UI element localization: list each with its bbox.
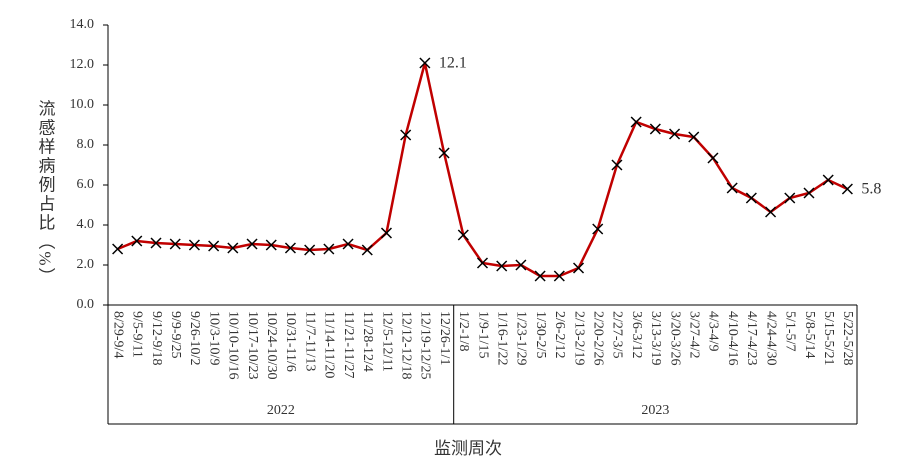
point-marker <box>131 235 143 247</box>
x-axis-label: 监测周次 <box>434 439 502 458</box>
x-tick-label: 12/12-12/18 <box>398 311 413 379</box>
point-marker <box>726 182 738 194</box>
point-marker <box>745 192 757 204</box>
x-tick-label: 10/3-10/9 <box>206 311 221 365</box>
point-marker <box>380 227 393 239</box>
x-tick-label: 10/24-10/30 <box>264 311 279 379</box>
point-marker <box>304 244 316 256</box>
point-marker <box>669 128 681 140</box>
x-tick-label: 3/13-3/19 <box>648 311 663 365</box>
point-marker <box>457 229 469 241</box>
y-tick-label: 8.0 <box>77 137 95 152</box>
point-marker <box>361 244 373 256</box>
x-tick-label: 1/2-1/8 <box>456 311 471 351</box>
x-tick-label: 5/22-5/28 <box>840 311 855 365</box>
x-group-label: 2022 <box>267 403 295 418</box>
point-marker <box>592 223 604 235</box>
point-marker <box>515 259 527 271</box>
x-tick-label: 12/5-12/11 <box>379 311 394 372</box>
point-marker <box>553 270 565 282</box>
x-tick-label: 4/24-4/30 <box>763 311 778 365</box>
point-marker <box>803 187 815 199</box>
point-marker <box>438 147 450 159</box>
point-marker <box>784 192 796 204</box>
point-marker <box>150 237 162 249</box>
x-tick-label: 11/21-11/27 <box>341 311 356 378</box>
x-tick-label: 12/19-12/25 <box>418 311 433 379</box>
series-line <box>117 62 848 278</box>
x-tick-label: 5/1-5/7 <box>783 311 798 351</box>
point-marker <box>169 238 181 250</box>
x-tick-label: 2/27-3/5 <box>610 311 625 358</box>
point-marker <box>342 238 354 250</box>
x-tick-label: 11/14-11/20 <box>322 311 337 378</box>
x-tick-label: 3/6-3/12 <box>629 311 644 358</box>
x-tick-label: 2/6-2/12 <box>552 311 567 358</box>
point-marker <box>707 152 719 164</box>
x-tick-label: 1/23-1/29 <box>514 311 529 365</box>
x-tick-label: 3/20-3/26 <box>667 311 682 365</box>
x-tick-label: 1/9-1/15 <box>475 311 490 358</box>
x-tick-label: 4/10-4/16 <box>725 311 740 365</box>
x-tick-label: 2/20-2/26 <box>591 311 606 365</box>
y-tick-label: 12.0 <box>70 57 95 72</box>
point-marker <box>765 206 777 218</box>
point-marker <box>649 123 661 135</box>
x-tick-label: 1/30-2/5 <box>533 311 548 358</box>
data-label: 5.8 <box>861 181 881 198</box>
point-marker <box>246 238 258 250</box>
x-tick-label: 3/27-4/2 <box>687 311 702 358</box>
y-tick-label: 4.0 <box>77 217 95 232</box>
point-marker <box>534 270 546 282</box>
x-tick-label: 5/15-5/21 <box>821 311 836 365</box>
y-tick-label: 10.0 <box>70 97 95 112</box>
y-tick-label: 6.0 <box>77 177 95 192</box>
point-marker <box>419 57 431 69</box>
point-marker <box>323 243 335 255</box>
point-marker <box>496 260 508 272</box>
y-tick-label: 14.0 <box>70 17 95 32</box>
point-marker <box>400 129 412 141</box>
x-group-label: 2023 <box>641 403 669 418</box>
x-tick-label: 12/26-1/1 <box>437 311 452 365</box>
point-marker <box>208 240 220 252</box>
x-tick-label: 5/8-5/14 <box>802 311 817 358</box>
x-tick-label: 4/3-4/9 <box>706 311 721 351</box>
point-marker <box>112 243 124 255</box>
x-tick-label: 1/16-1/22 <box>494 311 509 365</box>
y-tick-label: 2.0 <box>77 257 95 272</box>
x-tick-label: 9/5-9/11 <box>130 311 145 358</box>
x-tick-label: 9/26-10/2 <box>187 311 202 365</box>
y-axis-label: 流感样病例占比（%） <box>36 99 56 286</box>
data-label: 12.1 <box>439 55 467 72</box>
x-tick-label: 4/17-4/23 <box>744 311 759 365</box>
y-tick-label: 0.0 <box>77 297 95 312</box>
point-marker <box>572 262 585 274</box>
x-tick-label: 10/10-10/16 <box>226 311 241 379</box>
point-marker <box>284 242 296 254</box>
x-tick-label: 8/29-9/4 <box>110 311 125 358</box>
point-marker <box>688 131 700 143</box>
x-tick-label: 11/28-12/4 <box>360 311 375 372</box>
point-marker <box>476 257 489 269</box>
point-marker <box>630 116 642 128</box>
x-tick-label: 10/17-10/23 <box>245 311 260 379</box>
x-tick-label: 9/12-9/18 <box>149 311 164 365</box>
x-tick-label: 2/13-2/19 <box>571 311 586 365</box>
x-tick-label: 10/31-11/6 <box>283 311 298 372</box>
point-marker <box>822 174 834 186</box>
x-tick-label: 11/7-11/13 <box>302 311 317 371</box>
x-tick-label: 9/9-9/25 <box>168 311 183 358</box>
point-marker <box>841 183 853 195</box>
point-marker <box>188 239 200 251</box>
point-marker <box>611 159 623 171</box>
point-marker <box>227 242 239 254</box>
point-marker <box>265 239 277 251</box>
